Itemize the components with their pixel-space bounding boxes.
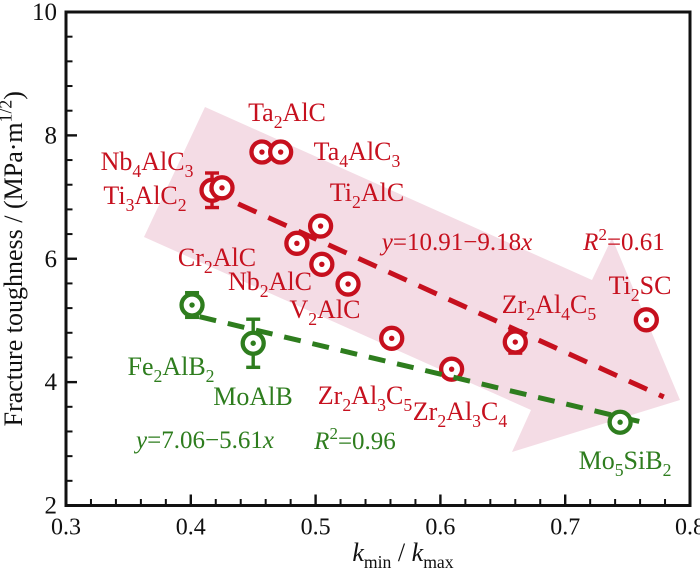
y-tick-label: 4 [45,369,58,396]
point-label-V2AlC: V2AlC [290,295,361,329]
x-tick-label: 0.7 [550,515,580,541]
data-point-center-dot [389,335,395,342]
data-point-center-dot [617,419,623,425]
y-tick-label: 8 [45,122,58,149]
data-point-center-dot [189,302,195,308]
data-point-center-dot [259,149,265,155]
y-tick-label: 6 [45,246,58,273]
point-label-Zr2Al3C4: Zr2Al3C4 [413,397,508,431]
y-tick-label: 10 [32,0,57,26]
x-tick-label: 0.5 [301,515,331,541]
y-axis-title: Fracture toughness / (MPa·m1/2) [0,91,28,426]
point-label-Nb2AlC: Nb2AlC [228,267,312,301]
x-tick-label: 0.4 [176,515,206,541]
red-series-r-squared: R2=0.61 [582,225,665,256]
trend-block-arrow [144,107,680,452]
data-point-center-dot [317,223,324,229]
point-label-Ti2AlC: Ti2AlC [330,178,404,212]
point-label-Ta2AlC: Ta2AlC [248,98,326,132]
green-series-equation: y=7.06−5.61x [133,427,274,454]
point-label-Mo5SiB2: Mo5SiB2 [579,446,672,480]
point-label-Ta4AlC3: Ta4AlC3 [314,137,401,171]
data-point-center-dot [319,261,325,268]
data-point-center-dot [219,185,225,191]
x-tick-label: 0.6 [425,515,455,541]
point-label-Ti2SC: Ti2SC [609,271,672,305]
x-tick-label: 0.3 [51,515,81,541]
point-label-MoAlB: MoAlB [213,382,292,411]
x-tick-label: 0.8 [675,515,700,541]
red-series-equation: y=10.91−9.18x [379,229,532,256]
point-label-Cr2AlC: Cr2AlC [178,243,256,277]
y-tick-label: 2 [45,493,58,520]
green-series-trend-line [198,314,651,427]
point-label-Ti3AlC2: Ti3AlC2 [103,181,186,215]
x-axis-title: kmin / kmax [352,538,453,572]
data-point-center-dot [512,339,518,345]
point-label-Zr2Al3C5: Zr2Al3C5 [318,381,413,415]
data-point-center-dot [250,340,256,346]
data-point-center-dot [345,281,351,287]
red-series-trend-line [237,201,665,400]
point-label-Fe2AlB2: Fe2AlB2 [127,352,214,386]
point-label-Nb4AlC3: Nb4AlC3 [101,147,194,181]
data-point-center-dot [643,317,650,323]
data-point-center-dot [277,149,284,155]
data-point-center-dot [448,366,455,372]
green-series-r-squared: R2=0.96 [313,424,396,455]
point-label-Zr2Al4C5: Zr2Al4C5 [502,290,597,324]
data-point-center-dot [294,240,300,247]
